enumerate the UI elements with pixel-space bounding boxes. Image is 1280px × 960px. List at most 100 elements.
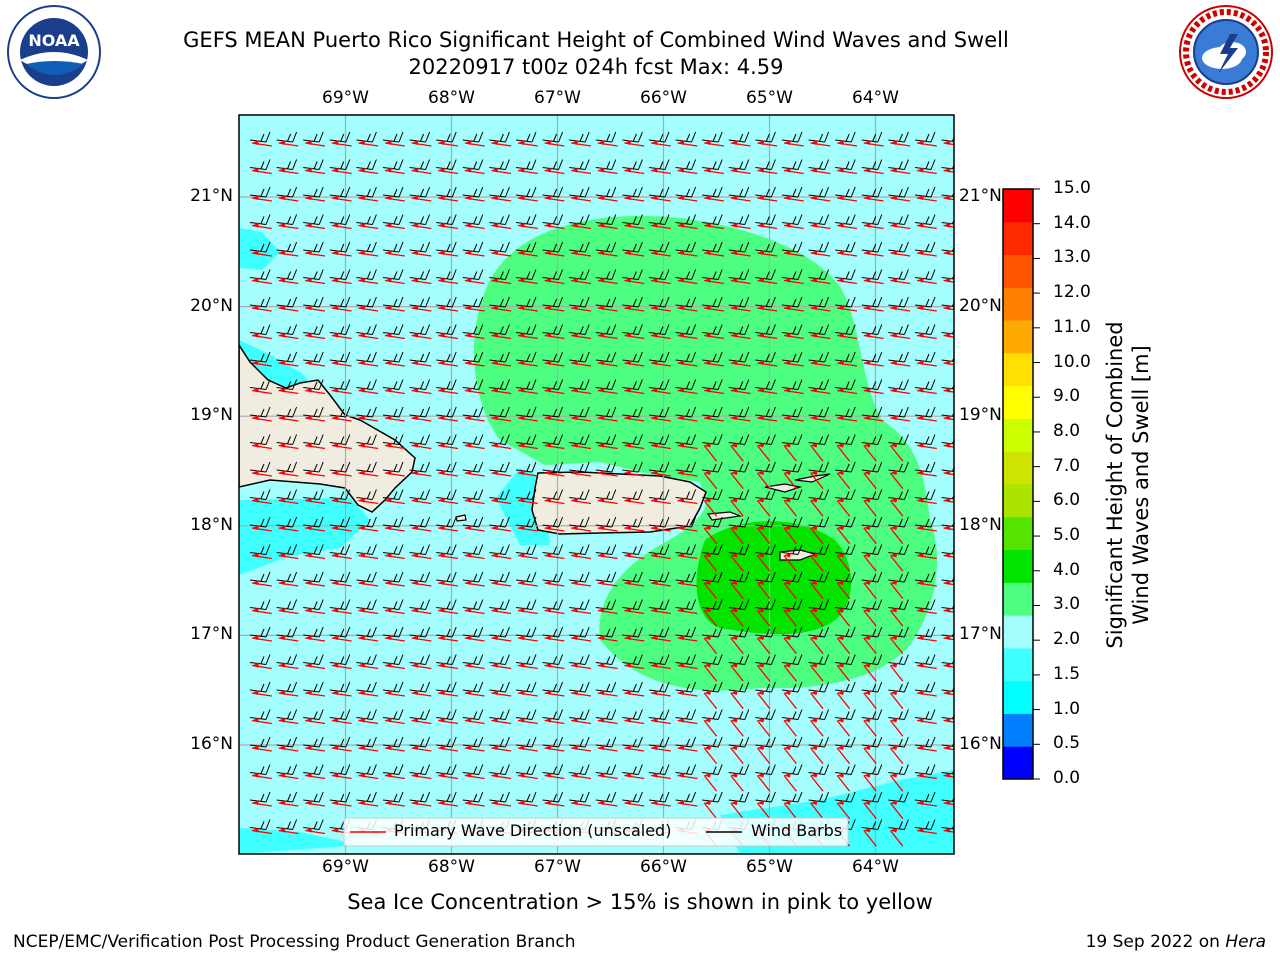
wave-arrow-head [651,745,658,750]
wave-arrow-head [810,497,818,503]
wave-arrow-head [757,305,765,310]
lat-label-right-0: 21°N [959,186,1002,206]
wave-arrow-head [518,607,525,613]
wave-arrow-head [252,662,259,668]
wave-arrow [889,582,904,600]
wave-arrow-head [651,470,658,475]
wave-arrow-head [810,800,818,805]
wave-arrow-head [704,442,712,448]
wave-arrow-head [597,415,605,420]
wave-arrow-head [464,497,472,503]
wave-arrow-head [730,140,738,145]
wave-arrow-head [571,442,579,448]
wave-arrow [810,555,824,572]
colorbar-segment-10 [1003,418,1033,452]
wave-arrow-head [943,305,951,310]
wave-arrow-head [624,415,632,420]
wave-arrow-head [597,607,605,613]
wave-arrow-head [890,140,898,145]
wave-arrow-head [784,690,791,695]
wave-arrow-head [518,800,525,805]
wave-arrow-head [518,277,525,283]
lat-label-left-1: 20°N [190,295,233,316]
wave-arrow-head [331,277,339,283]
wave-arrow-head [677,800,685,805]
wave-arrow [703,720,718,737]
wave-arrow [889,720,904,737]
wave-arrow-head [624,250,632,255]
wave-arrow-head [571,140,579,145]
wave-arrow-head [943,332,951,338]
wave-arrow-head [358,470,366,475]
wave-arrow-head [464,525,472,530]
wave-arrow-head [943,717,951,723]
wave-arrow-head [411,222,419,228]
wave-arrow-head [385,662,392,668]
wave-arrow [810,610,824,627]
wave-arrow-head [278,470,286,475]
wave-arrow-head [943,222,951,228]
wave-arrow-head [464,690,472,695]
wave-arrow-head [571,360,579,365]
wave-arrow-head [651,525,658,530]
wave-arrow-head [305,497,313,503]
wave-arrow-head [278,607,286,613]
wave-arrow-head [358,195,366,200]
wave-arrow [836,747,851,765]
wave-arrow-head [810,222,818,228]
wave-arrow-head [252,635,259,640]
wave-arrow-head [837,415,845,420]
wave-arrow-head [837,717,845,723]
wave-arrow-head [863,470,871,475]
wave-arrow-head [438,635,446,640]
wave-arrow-head [784,222,791,228]
wave-arrow-head [518,552,525,558]
wave-arrow-head [784,250,791,255]
wave-arrow [783,665,797,682]
wave-arrow-head [943,442,951,448]
wave-arrow-head [890,470,898,475]
wave-arrow-head [331,662,339,668]
wave-arrow-head [385,552,392,558]
wave-arrow-head [890,387,898,393]
wave-arrow-head [890,580,898,585]
wave-arrow-head [358,525,366,530]
wave-arrow-head [863,360,871,365]
wave-arrow-head [890,525,898,530]
wave-arrow-head [411,415,419,420]
wave-arrow-head [544,415,552,420]
wave-arrow-head [863,277,871,283]
wave-arrow-head [385,470,392,475]
wave-arrow-head [837,332,845,338]
wave-arrow-head [491,387,499,393]
wave-arrow-head [331,772,339,778]
wave-arrow-head [411,332,419,338]
wave-arrow-head [358,140,366,145]
wave-arrow-head [278,167,286,173]
wave-arrow-head [917,800,924,805]
wave-arrow-head [464,140,472,145]
wave-arrow-head [518,580,525,585]
wave-arrow-head [837,387,845,393]
wave-arrow-head [571,607,579,613]
wave-arrow-head [704,470,712,475]
wave-arrow-head [863,250,871,255]
wave-arrow-head [411,717,419,723]
wave-arrow-head [810,167,818,173]
wave-arrow-head [651,800,658,805]
wave-arrow-head [252,745,259,750]
wave-arrow-head [837,360,845,365]
wave-arrow-head [464,387,472,393]
wave-arrow-head [651,662,658,668]
wave-arrow-head [784,195,791,200]
wave-arrow [703,445,718,462]
wave-arrow-head [305,167,313,173]
wave-arrow-head [411,745,419,750]
legend-barb-label: Wind Barbs [751,821,843,840]
wave-arrow-head [837,690,845,695]
wave-arrow-head [305,772,313,778]
wave-arrow [703,610,718,627]
wave-arrow-head [544,525,552,530]
wave-arrow [703,747,718,765]
wave-arrow [783,637,797,655]
